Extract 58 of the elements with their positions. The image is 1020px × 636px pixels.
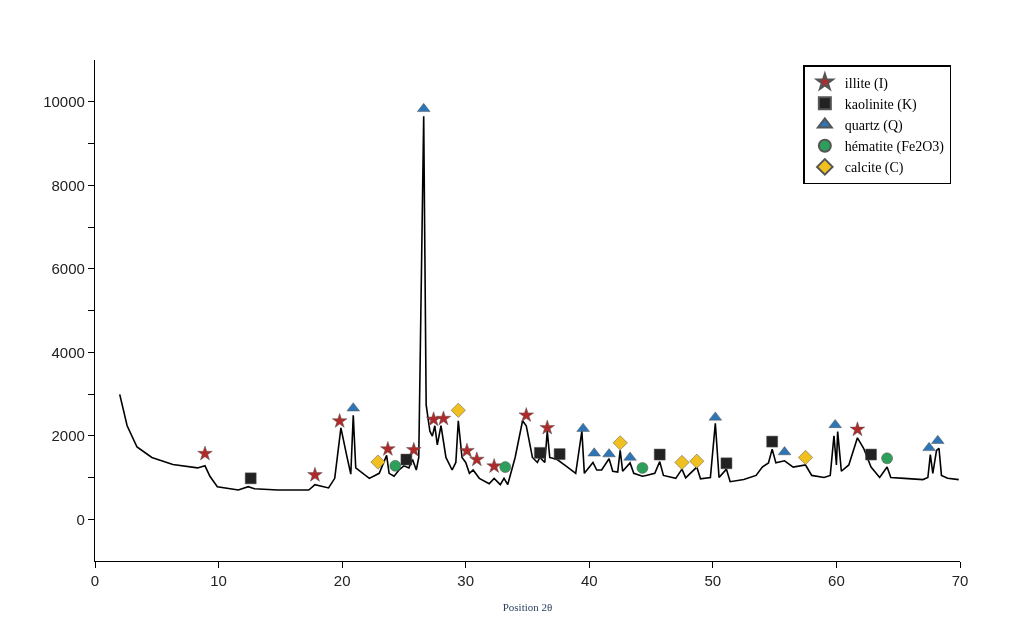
point bbox=[459, 442, 475, 458]
point bbox=[400, 453, 413, 466]
x-tick-label: 50 bbox=[704, 572, 722, 590]
y-tick-label: 6000 bbox=[51, 260, 85, 277]
point bbox=[865, 448, 877, 461]
point bbox=[636, 462, 649, 474]
x-tick-label: 60 bbox=[828, 572, 845, 590]
x-tick-label: 30 bbox=[457, 572, 475, 590]
point bbox=[653, 448, 666, 461]
point bbox=[881, 452, 893, 465]
y-tick-label: 4000 bbox=[51, 343, 85, 361]
point bbox=[689, 453, 705, 469]
x-tick-label: 40 bbox=[580, 572, 598, 590]
point bbox=[332, 413, 348, 428]
point bbox=[244, 472, 257, 485]
point bbox=[602, 448, 616, 458]
y-tick-label: 10000 bbox=[43, 93, 85, 110]
point bbox=[708, 411, 722, 421]
legend-label: quartz (Q) bbox=[844, 117, 904, 134]
point bbox=[518, 407, 534, 422]
legend-label: kaolinite (K) bbox=[844, 96, 918, 113]
point bbox=[612, 435, 628, 451]
point bbox=[389, 460, 402, 472]
point bbox=[766, 435, 778, 448]
x-tick-label: 0 bbox=[90, 572, 100, 590]
point bbox=[674, 455, 690, 470]
point bbox=[346, 402, 360, 412]
point bbox=[370, 454, 386, 470]
point bbox=[539, 419, 555, 435]
point bbox=[623, 451, 637, 461]
point bbox=[486, 458, 502, 473]
x-axis-title: Position 2θ bbox=[502, 601, 553, 614]
x-tick-label: 20 bbox=[333, 572, 351, 590]
point bbox=[798, 450, 813, 465]
point bbox=[435, 410, 452, 426]
point bbox=[849, 421, 866, 436]
point bbox=[380, 441, 396, 456]
point bbox=[576, 422, 590, 432]
point bbox=[307, 467, 323, 482]
y-tick-label: 2000 bbox=[51, 427, 85, 444]
legend-label: calcite (C) bbox=[844, 160, 904, 177]
point bbox=[587, 447, 601, 457]
point bbox=[406, 442, 422, 457]
y-tick-label: 0 bbox=[76, 510, 85, 528]
point bbox=[499, 461, 512, 473]
point bbox=[426, 411, 442, 426]
point bbox=[469, 451, 485, 467]
legend-label: hématite (Fe2O3) bbox=[844, 139, 945, 156]
point bbox=[720, 457, 733, 470]
line-series bbox=[118, 115, 960, 491]
x-tick-label: 70 bbox=[951, 572, 969, 590]
point bbox=[450, 402, 466, 418]
legend-label: illite (I) bbox=[844, 75, 889, 92]
point bbox=[553, 448, 566, 460]
x-tick-label: 10 bbox=[210, 572, 227, 590]
y-tick-label: 8000 bbox=[51, 176, 85, 194]
point bbox=[197, 445, 213, 461]
point bbox=[534, 447, 546, 459]
